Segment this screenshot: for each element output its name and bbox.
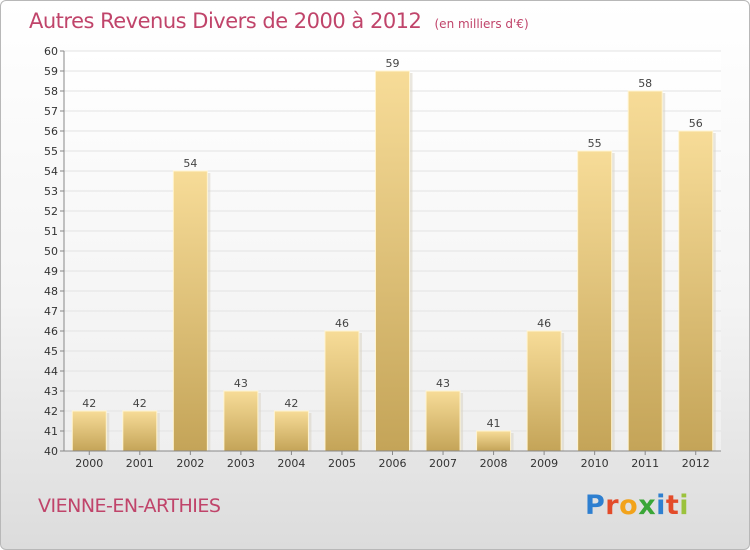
bar <box>71 410 107 452</box>
brand-letter: o <box>619 490 639 521</box>
y-tick-label: 43 <box>44 385 58 398</box>
bar <box>425 390 461 452</box>
x-tick-label: 2008 <box>480 457 508 470</box>
brand-letter: r <box>605 490 620 521</box>
chart-title: Autres Revenus Divers de 2000 à 2012 <box>29 9 422 33</box>
brand-logo: Proxiti <box>585 490 689 521</box>
x-tick-label: 2005 <box>328 457 356 470</box>
brand-letter: t <box>665 490 680 521</box>
bar-value-label: 46 <box>537 317 551 330</box>
bar <box>627 90 663 452</box>
x-tick-label: 2009 <box>530 457 558 470</box>
x-tick-label: 2007 <box>429 457 457 470</box>
y-axis: 40 41 42 43 44 45 46 47 48 49 50 51 52 53 54 55 56 57 58 59… <box>44 45 65 458</box>
y-tick-label: 60 <box>44 45 58 58</box>
y-tick-label: 44 <box>44 365 58 378</box>
bar-value-label: 43 <box>234 377 248 390</box>
bar <box>324 330 360 452</box>
brand-letter: P <box>585 490 606 521</box>
bar-value-label: 41 <box>487 417 501 430</box>
bar-value-label: 43 <box>436 377 450 390</box>
x-tick-label: 2011 <box>631 457 659 470</box>
x-tick-label: 2006 <box>379 457 407 470</box>
y-tick-label: 52 <box>44 205 58 218</box>
y-tick-label: 58 <box>44 85 58 98</box>
bar-value-label: 46 <box>335 317 349 330</box>
bar-value-label: 56 <box>689 117 703 130</box>
bars: 42 42 54 43 42 46 59 43 41 46 55 58 56 <box>71 57 716 452</box>
x-tick-label: 2004 <box>277 457 305 470</box>
y-tick-label: 47 <box>44 305 58 318</box>
y-tick-label: 48 <box>44 285 58 298</box>
bar-value-label: 59 <box>386 57 400 70</box>
y-tick-label: 45 <box>44 345 58 358</box>
y-tick-label: 42 <box>44 405 58 418</box>
chart-header: Autres Revenus Divers de 2000 à 2012 (en… <box>29 9 529 33</box>
y-tick-label: 54 <box>44 165 58 178</box>
brand-letter: x <box>638 490 657 521</box>
bar <box>223 390 259 452</box>
bar <box>122 410 158 452</box>
y-tick-label: 50 <box>44 245 58 258</box>
x-tick-label: 2003 <box>227 457 255 470</box>
bar <box>172 170 208 452</box>
y-tick-label: 40 <box>44 445 58 458</box>
x-axis: 2000 2001 2002 2003 2004 2005 2006 2007 2008 2009… <box>64 450 721 470</box>
bar <box>476 430 512 452</box>
bar-value-label: 55 <box>588 137 602 150</box>
y-tick-label: 49 <box>44 265 58 278</box>
y-tick-label: 51 <box>44 225 58 238</box>
brand-letter: i <box>679 490 690 521</box>
y-tick-label: 55 <box>44 145 58 158</box>
x-tick-label: 2010 <box>581 457 609 470</box>
y-tick-label: 41 <box>44 425 58 438</box>
x-tick-label: 2000 <box>75 457 103 470</box>
commune-name: VIENNE-EN-ARTHIES <box>38 495 221 517</box>
y-tick-label: 53 <box>44 185 58 198</box>
bar-value-label: 42 <box>284 397 298 410</box>
y-tick-label: 59 <box>44 65 58 78</box>
bar <box>526 330 562 452</box>
x-tick-label: 2002 <box>176 457 204 470</box>
bar-value-label: 42 <box>133 397 147 410</box>
brand-letter: i <box>656 490 666 521</box>
chart-subtitle: (en milliers d'€) <box>434 17 529 31</box>
bar-value-label: 54 <box>183 157 197 170</box>
x-tick-label: 2001 <box>126 457 154 470</box>
bar-value-label: 42 <box>82 397 96 410</box>
bar <box>375 70 410 452</box>
bar <box>577 150 613 452</box>
bar <box>678 130 714 452</box>
bar <box>273 410 309 452</box>
bar-value-label: 58 <box>638 77 652 90</box>
y-tick-label: 56 <box>44 125 58 138</box>
y-tick-label: 57 <box>44 105 58 118</box>
x-tick-label: 2012 <box>682 457 710 470</box>
y-tick-label: 46 <box>44 325 58 338</box>
